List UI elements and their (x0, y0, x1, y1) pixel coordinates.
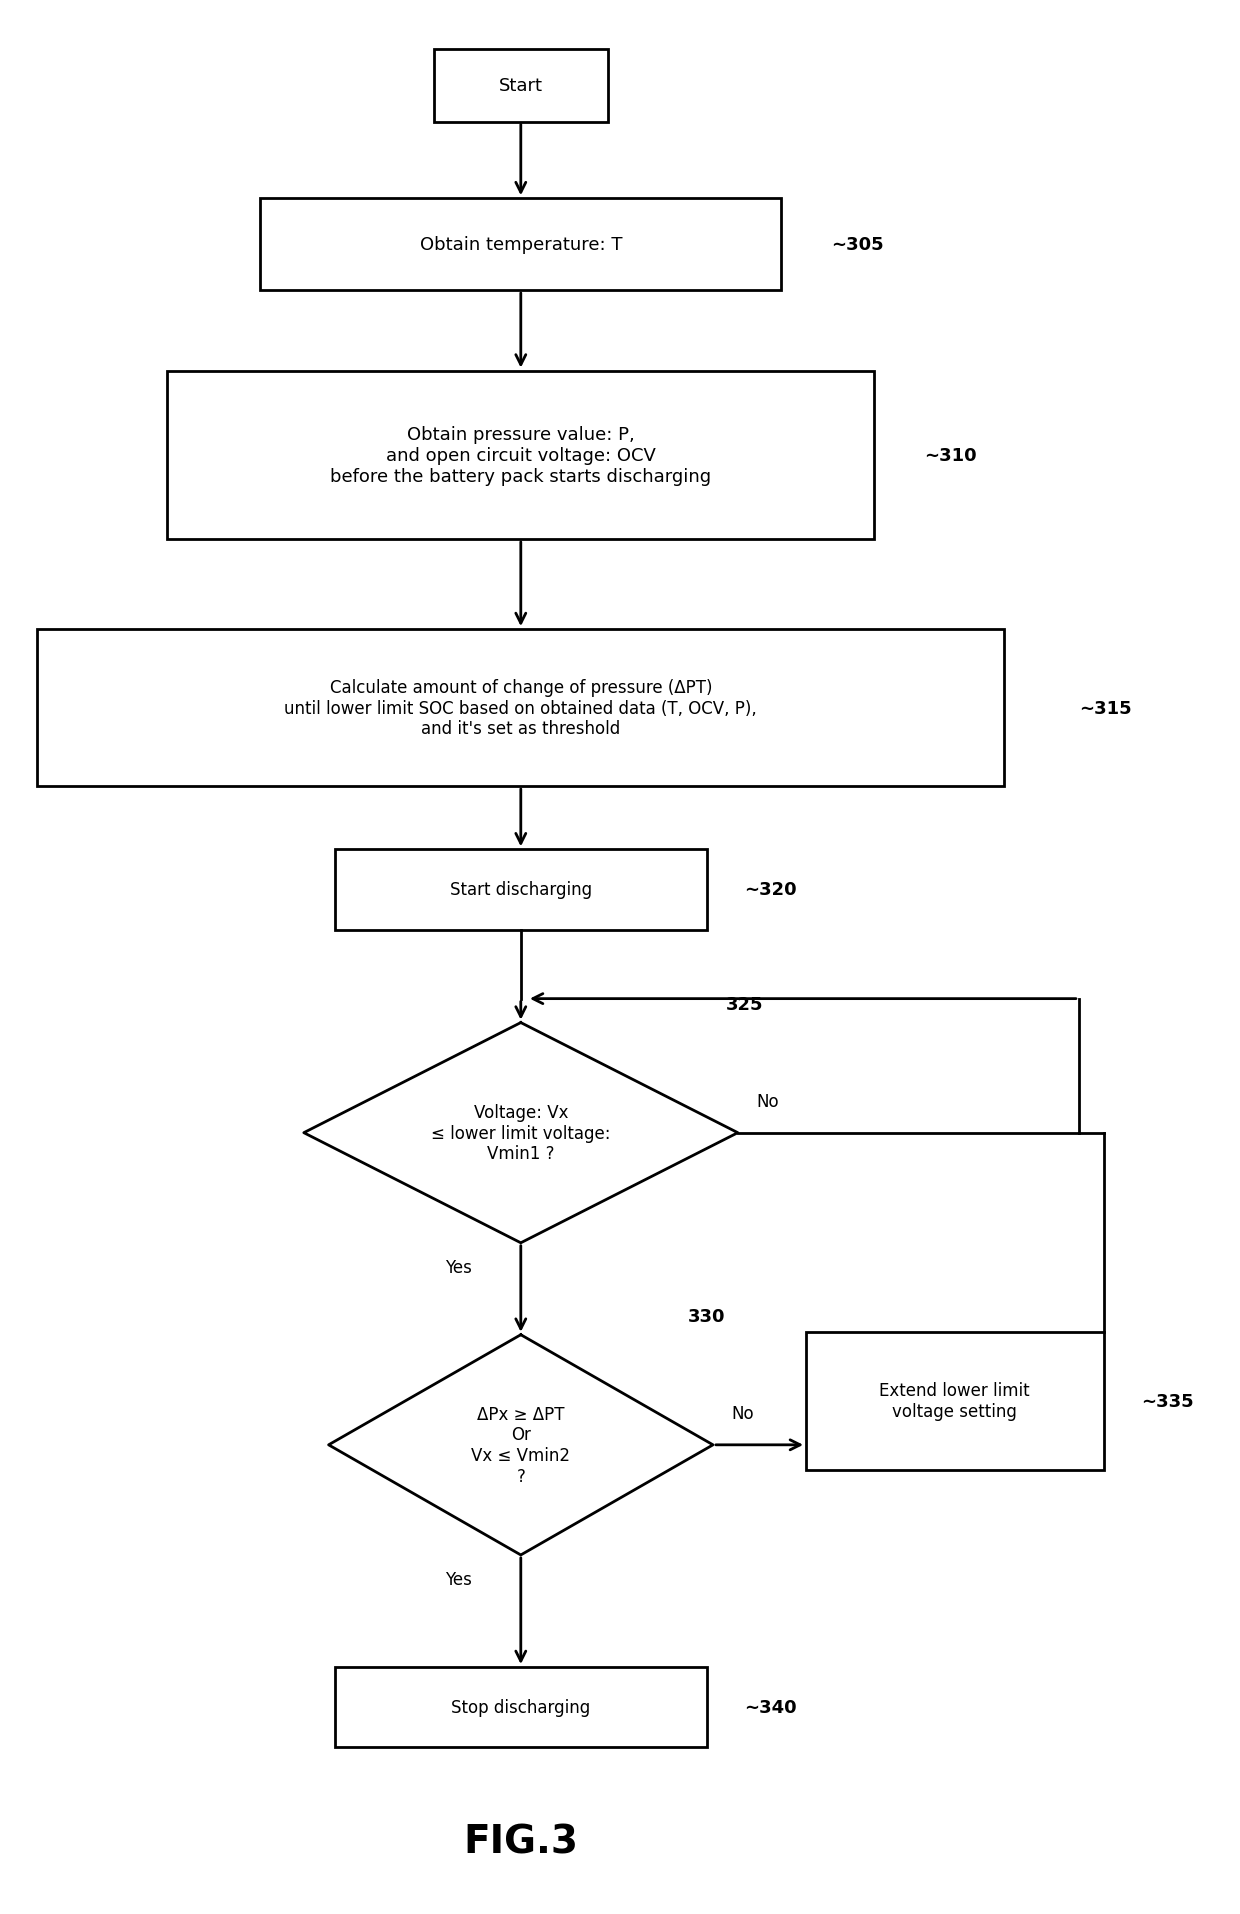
Text: Start discharging: Start discharging (450, 880, 591, 900)
Text: ∼305: ∼305 (831, 235, 883, 255)
Text: ΔPx ≥ ΔPT
Or
Vx ≤ Vmin2
?: ΔPx ≥ ΔPT Or Vx ≤ Vmin2 ? (471, 1405, 570, 1485)
FancyBboxPatch shape (260, 199, 781, 291)
Text: ∼335: ∼335 (1141, 1391, 1193, 1411)
Text: ∼320: ∼320 (744, 880, 796, 900)
Text: Voltage: Vx
≤ lower limit voltage:
Vmin1 ?: Voltage: Vx ≤ lower limit voltage: Vmin1… (432, 1102, 610, 1164)
Text: FIG.3: FIG.3 (464, 1822, 578, 1860)
Text: ∼340: ∼340 (744, 1698, 796, 1717)
Text: Yes: Yes (445, 1259, 472, 1277)
Text: Extend lower limit
voltage setting: Extend lower limit voltage setting (879, 1382, 1030, 1420)
Text: ∼310: ∼310 (924, 446, 976, 465)
FancyBboxPatch shape (335, 1667, 707, 1747)
Polygon shape (329, 1336, 713, 1554)
FancyBboxPatch shape (806, 1332, 1104, 1470)
FancyBboxPatch shape (167, 371, 874, 540)
Text: No: No (732, 1405, 754, 1422)
Polygon shape (304, 1022, 738, 1244)
FancyBboxPatch shape (335, 850, 707, 930)
Text: Start: Start (498, 77, 543, 96)
Text: ∼315: ∼315 (1079, 699, 1131, 718)
Text: Obtain pressure value: P,
and open circuit voltage: OCV
before the battery pack : Obtain pressure value: P, and open circu… (330, 425, 712, 486)
Text: Obtain temperature: T: Obtain temperature: T (419, 235, 622, 255)
Text: No: No (756, 1093, 779, 1110)
Text: Calculate amount of change of pressure (ΔPT)
until lower limit SOC based on obta: Calculate amount of change of pressure (… (284, 678, 758, 739)
FancyBboxPatch shape (37, 630, 1004, 787)
Text: Stop discharging: Stop discharging (451, 1698, 590, 1717)
Text: 325: 325 (725, 995, 763, 1014)
Text: Yes: Yes (445, 1569, 472, 1589)
FancyBboxPatch shape (434, 50, 608, 122)
Text: 330: 330 (688, 1307, 725, 1324)
